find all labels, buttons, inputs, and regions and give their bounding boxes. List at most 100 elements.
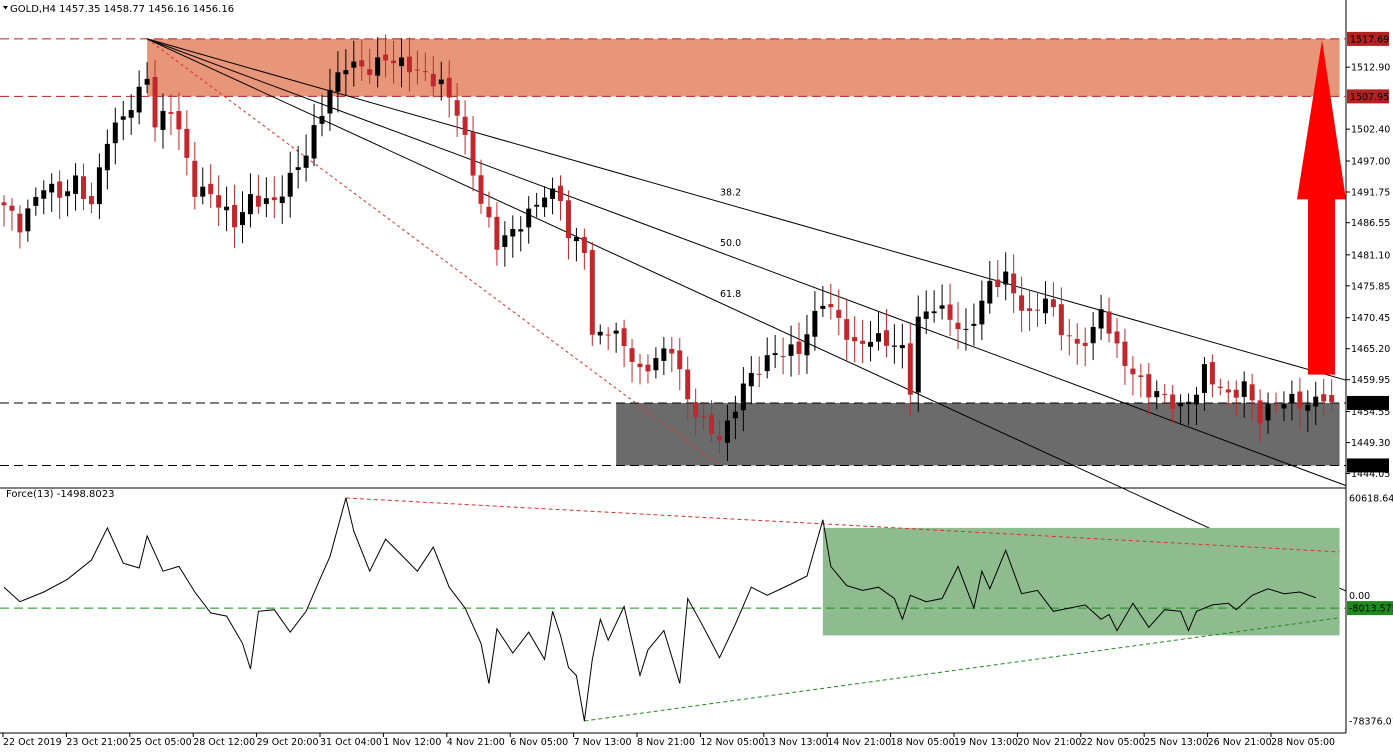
candle-body: [224, 206, 230, 211]
price-label: 1445.42: [1350, 461, 1389, 472]
candle-body: [303, 155, 309, 168]
price-tick-label: 1470.45: [1351, 313, 1390, 324]
candle-body: [605, 334, 611, 336]
candle-body: [1090, 326, 1096, 344]
candle-body: [1122, 341, 1128, 366]
candle-body: [963, 328, 969, 330]
candle-body: [510, 228, 516, 237]
candle-body: [788, 344, 794, 356]
candle-body: [263, 198, 269, 205]
price-tick-label: 1449.30: [1351, 438, 1390, 449]
candle-body: [240, 211, 245, 226]
force-indicator-panel[interactable]: [0, 497, 1346, 722]
date-label: 22 Oct 2019: [3, 737, 62, 748]
candle-body: [1217, 386, 1223, 388]
candle-body: [995, 279, 1001, 288]
date-label: 31 Oct 04:00: [320, 737, 382, 748]
candle-body: [677, 350, 683, 370]
price-tick-label: 1481.10: [1351, 250, 1390, 261]
candle-body: [391, 60, 397, 64]
candle-body: [915, 316, 921, 393]
candle-body: [1050, 299, 1056, 308]
price-tick-label: 1497.00: [1351, 157, 1390, 168]
price-tick-label: 1459.95: [1351, 375, 1390, 386]
candle-body: [1233, 389, 1239, 398]
candle-body: [661, 348, 667, 361]
price-tick-label: 1444.05: [1351, 469, 1390, 480]
candle-body: [653, 358, 659, 371]
candle-body: [812, 310, 818, 337]
candle-body: [446, 77, 452, 98]
candle-body: [152, 77, 158, 128]
candle-body: [319, 115, 325, 124]
candle-body: [860, 340, 866, 344]
candle-body: [73, 175, 79, 194]
fibonacci-fan-line: [146, 38, 1347, 487]
candle-body: [192, 160, 198, 197]
candle-body: [57, 181, 63, 198]
candle-body: [669, 348, 675, 354]
candle-body: [343, 70, 349, 75]
candle-body: [581, 237, 587, 253]
candle-body: [1249, 384, 1255, 401]
candle-body: [470, 132, 476, 176]
candle-body: [613, 330, 619, 334]
date-label: 26 Nov 21:00: [1208, 737, 1272, 748]
candle-body: [1114, 331, 1120, 344]
candle-body: [295, 167, 301, 170]
candle-body: [756, 373, 762, 375]
candle-body: [399, 57, 404, 67]
price-label-box: [1347, 458, 1389, 473]
date-label: 20 Nov 21:00: [1017, 737, 1081, 748]
candle-body: [247, 194, 253, 215]
candle-body: [1257, 400, 1263, 424]
candle-body: [844, 319, 850, 340]
date-label: 19 Nov 13:00: [954, 737, 1018, 748]
collapse-triangle-icon[interactable]: [3, 6, 8, 10]
candle-body: [526, 208, 532, 228]
candle-body: [486, 206, 492, 218]
candle-body: [160, 110, 166, 130]
candle-body: [748, 372, 754, 387]
candle-body: [1003, 271, 1009, 285]
candle-body: [208, 183, 214, 195]
candle-body: [502, 235, 508, 247]
candle-body: [9, 205, 15, 211]
price-axis: 1512.90 1502.40 1497.00 1491.75 1486.55 1481.…: [1346, 31, 1393, 728]
candle-body: [971, 323, 977, 326]
candle-body: [534, 204, 540, 207]
candle-body: [740, 383, 746, 411]
candle-body: [542, 197, 548, 208]
bullish-arrow-icon: [1297, 40, 1346, 375]
candle-body: [216, 195, 222, 208]
candle-body: [383, 54, 389, 61]
candle-body: [1162, 394, 1168, 396]
candle-body: [1146, 374, 1152, 398]
indicator-zone: [822, 527, 1340, 636]
candle-body: [573, 237, 579, 242]
candle-body: [41, 190, 47, 199]
candle-body: [271, 197, 277, 201]
candle-body: [1066, 335, 1072, 337]
candle-body: [375, 57, 381, 76]
candle-body: [724, 420, 730, 443]
candle-body: [33, 196, 39, 206]
indicator-tick-label: 60618.643: [1349, 494, 1393, 505]
candle-body: [939, 305, 945, 309]
candle-body: [987, 280, 993, 304]
date-label: 14 Nov 21:00: [827, 737, 891, 748]
candle-body: [128, 110, 134, 118]
candle-body: [112, 122, 118, 144]
indicator-trendline-red: [345, 497, 1340, 553]
candle-body: [176, 111, 182, 130]
indicator-tick-label: -78376.01: [1349, 717, 1393, 728]
candle-body: [25, 208, 31, 232]
candle-body: [200, 186, 206, 197]
price-panel[interactable]: 38.2 50.0 61.8: [0, 0, 1347, 734]
candle-body: [1225, 389, 1231, 393]
candle-body: [820, 305, 826, 309]
candle-body: [1265, 404, 1271, 421]
time-axis: 22 Oct 2019 23 Oct 21:00 25 Oct 05:00 28 Oc…: [2, 733, 1335, 748]
